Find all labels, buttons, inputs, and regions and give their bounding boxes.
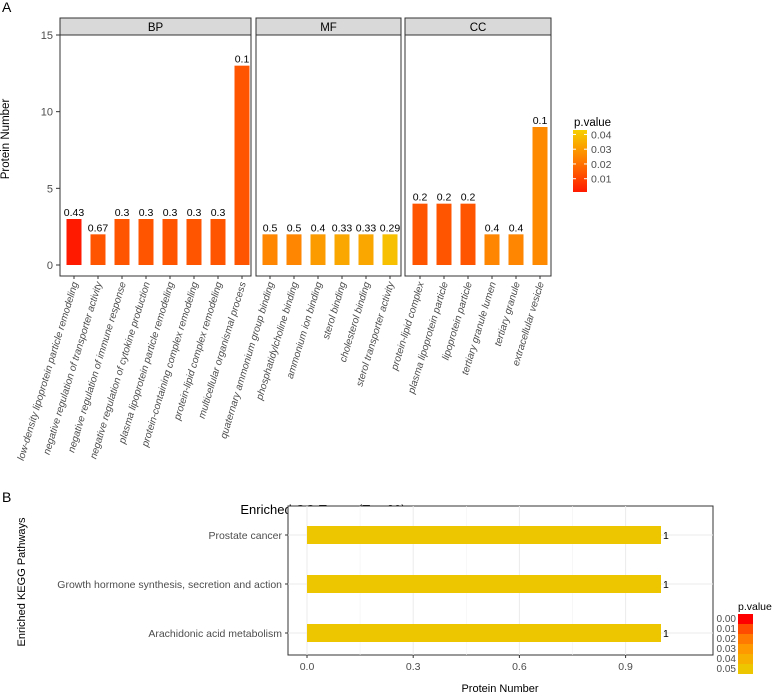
- legend-swatch: [738, 624, 753, 634]
- facet-strip-label: MF: [320, 22, 337, 34]
- legend-swatch-label: 0.00: [717, 614, 737, 625]
- panel-b-xtick-label: 0.0: [300, 661, 315, 673]
- go-bar-value-label: 0.43: [64, 207, 85, 219]
- go-bar-value-label: 0.5: [287, 222, 302, 234]
- go-bar-value-label: 0.4: [485, 222, 500, 234]
- legend-swatch: [738, 614, 753, 624]
- go-bar: [484, 234, 500, 265]
- go-bar: [66, 219, 82, 265]
- legend-swatch-label: 0.01: [717, 624, 737, 635]
- go-bar: [508, 234, 524, 265]
- go-bar: [210, 219, 226, 265]
- go-bar-value-label: 0.4: [311, 222, 326, 234]
- go-bar-value-label: 0.3: [115, 207, 130, 219]
- go-bar-value-label: 0.5: [263, 222, 278, 234]
- go-bar: [412, 203, 428, 265]
- panel-b-legend-title: p.value: [738, 601, 772, 613]
- panel-a-legend: p.value 0.04 0.03 0.02 0.01: [573, 117, 612, 192]
- panel-b-y-axis-label: Enriched KEGG Pathways: [16, 517, 28, 647]
- facet-panel-mf: [255, 34, 402, 277]
- legend-tick-label: 0.02: [591, 159, 612, 171]
- kegg-bar-value-label: 1: [663, 579, 669, 591]
- legend-swatch: [738, 644, 753, 654]
- panel-b-legend: p.value 0.000.010.020.030.040.05: [717, 601, 772, 675]
- legend-swatch: [738, 654, 753, 664]
- go-bar: [114, 219, 130, 265]
- go-bar: [262, 234, 278, 265]
- go-bar-value-label: 0.2: [437, 192, 452, 204]
- kegg-pathway-label: Growth hormone synthesis, secretion and …: [57, 579, 282, 591]
- kegg-bar-value-label: 1: [663, 530, 669, 542]
- go-bar-value-label: 0.1: [533, 115, 548, 127]
- go-bar: [234, 65, 250, 266]
- legend-swatch: [738, 634, 753, 644]
- go-bar: [358, 234, 374, 265]
- go-term-label: sterol binding: [321, 280, 349, 341]
- panel-a-legend-colorbar: [573, 130, 587, 192]
- kegg-bar-value-label: 1: [663, 628, 669, 640]
- go-bar: [310, 234, 326, 265]
- legend-tick-label: 0.01: [591, 174, 612, 186]
- go-bar: [186, 219, 202, 265]
- go-bar-value-label: 0.33: [332, 222, 353, 234]
- go-bar-value-label: 0.3: [163, 207, 178, 219]
- go-bar-value-label: 0.4: [509, 222, 524, 234]
- panel-a-ytick-label: 15: [41, 30, 53, 42]
- go-bar: [286, 234, 302, 265]
- go-bar-value-label: 0.1: [235, 54, 250, 66]
- go-bar: [436, 203, 452, 265]
- panel-b-kegg-chart: 0.0 0.3 0.6 0.9 1 Prostate cancer 1 Growth horm…: [57, 506, 713, 673]
- go-bar: [138, 219, 154, 265]
- panel-a-ytick-label: 5: [47, 183, 53, 195]
- legend-swatch: [738, 664, 753, 674]
- facet-strip-label: BP: [148, 22, 164, 34]
- legend-swatch-label: 0.02: [717, 634, 737, 645]
- go-bar: [90, 234, 106, 265]
- go-bar: [162, 219, 178, 265]
- kegg-bar: [307, 575, 661, 593]
- legend-swatch-label: 0.04: [717, 654, 737, 665]
- kegg-pathway-label: Arachidonic acid metabolism: [148, 628, 282, 640]
- go-bar-value-label: 0.3: [187, 207, 202, 219]
- panel-a-y-axis-label: Protein Number: [0, 99, 12, 180]
- panel-b-xtick-label: 0.9: [618, 661, 633, 673]
- go-bar-value-label: 0.3: [139, 207, 154, 219]
- go-bar-value-label: 0.2: [413, 192, 428, 204]
- go-bar: [460, 203, 476, 265]
- go-bar-value-label: 0.67: [88, 222, 109, 234]
- legend-swatch-label: 0.05: [717, 664, 737, 675]
- go-bar-value-label: 0.33: [356, 222, 377, 234]
- panel-a-letter: A: [2, 0, 12, 15]
- panel-a-ytick-label: 0: [47, 260, 53, 272]
- panel-a-ytick-label: 10: [41, 107, 53, 119]
- go-bar: [382, 234, 398, 265]
- legend-tick-label: 0.04: [591, 129, 612, 141]
- kegg-bar: [307, 526, 661, 544]
- panel-b-xtick-label: 0.6: [512, 661, 527, 673]
- facet-panel-cc: [404, 34, 552, 277]
- legend-swatch-label: 0.03: [717, 644, 737, 655]
- panel-b-x-axis-label: Protein Number: [461, 683, 538, 695]
- go-bar-value-label: 0.3: [211, 207, 226, 219]
- go-bar-value-label: 0.2: [461, 192, 476, 204]
- legend-tick-label: 0.03: [591, 144, 612, 156]
- go-bar: [532, 127, 548, 265]
- kegg-bar: [307, 624, 661, 642]
- facet-strip-label: CC: [470, 22, 487, 34]
- panel-b-letter: B: [2, 489, 11, 505]
- panel-a-legend-title: p.value: [574, 117, 611, 129]
- go-bar: [334, 234, 350, 265]
- kegg-pathway-label: Prostate cancer: [208, 530, 282, 542]
- go-bar-value-label: 0.29: [380, 222, 401, 234]
- panel-b-xtick-label: 0.3: [406, 661, 421, 673]
